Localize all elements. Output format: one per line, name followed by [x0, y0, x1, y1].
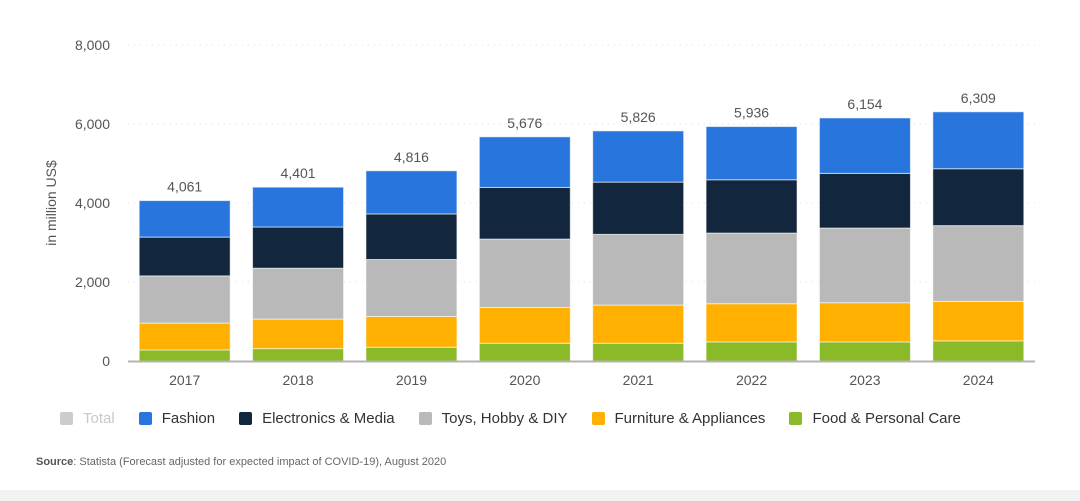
source-text: : Statista (Forecast adjusted for expect… — [73, 456, 447, 468]
legend-item-food-personal-care[interactable]: Food & Personal Care — [789, 410, 961, 427]
bar-segment-fashion — [592, 130, 685, 183]
bar-segment-food-personal-care — [365, 346, 458, 362]
legend-label: Total — [83, 410, 115, 427]
bar-segment-food-personal-care — [705, 341, 798, 362]
x-tick-label: 2019 — [396, 372, 427, 388]
total-label: 5,936 — [734, 105, 769, 121]
bar-segment-furniture-appliances — [705, 303, 798, 343]
total-label: 4,401 — [281, 165, 316, 181]
legend-item-total[interactable]: Total — [60, 410, 115, 427]
legend-item-furniture-appliances[interactable]: Furniture & Appliances — [591, 410, 766, 427]
y-tick-label: 2,000 — [75, 274, 110, 290]
bar-segment-toys-hobby-diy — [592, 233, 685, 306]
bar-segment-food-personal-care — [818, 341, 911, 362]
bar-segment-toys-hobby-diy — [932, 225, 1025, 302]
bar-segment-electronics-media — [932, 168, 1025, 227]
legend-swatch — [418, 412, 432, 425]
bar-segment-fashion — [705, 126, 798, 181]
legend-swatch — [789, 412, 803, 425]
total-label: 6,154 — [847, 96, 882, 112]
bar-segment-furniture-appliances — [252, 318, 345, 350]
bar-segment-toys-hobby-diy — [138, 275, 231, 324]
source-note: Source: Statista (Forecast adjusted for … — [36, 456, 446, 468]
bar-segment-food-personal-care — [478, 342, 571, 362]
total-label: 4,816 — [394, 149, 429, 165]
total-label: 4,061 — [167, 179, 202, 195]
x-tick-label: 2018 — [282, 372, 313, 388]
bar-segment-food-personal-care — [252, 348, 345, 362]
legend-item-fashion[interactable]: Fashion — [138, 410, 216, 427]
x-tick-label: 2024 — [963, 372, 994, 388]
y-tick-label: 4,000 — [75, 195, 110, 211]
legend-item-electronics-media[interactable]: Electronics & Media — [239, 410, 395, 427]
bar-segment-furniture-appliances — [138, 322, 231, 351]
x-tick-label: 2021 — [623, 372, 654, 388]
legend-swatch — [138, 412, 152, 425]
legend-label: Food & Personal Care — [812, 410, 961, 427]
y-tick-label: 8,000 — [75, 37, 110, 53]
legend-label: Furniture & Appliances — [614, 410, 766, 427]
legend-label: Toys, Hobby & DIY — [441, 410, 568, 427]
bar-segment-electronics-media — [705, 179, 798, 234]
x-tick-label: 2020 — [509, 372, 540, 388]
bar-segment-food-personal-care — [932, 340, 1025, 362]
bar-segment-toys-hobby-diy — [818, 227, 911, 304]
total-label: 5,676 — [507, 115, 542, 131]
bar-segment-electronics-media — [138, 236, 231, 277]
bar-segment-toys-hobby-diy — [478, 238, 571, 308]
bar-segment-fashion — [252, 186, 345, 228]
legend-swatch — [239, 412, 253, 425]
source-label: Source — [36, 456, 74, 468]
bar-segment-fashion — [138, 200, 231, 238]
bottom-strip — [0, 490, 1080, 501]
bar-segment-fashion — [478, 136, 571, 188]
bar-segment-toys-hobby-diy — [705, 232, 798, 305]
x-tick-label: 2017 — [169, 372, 200, 388]
bar-segment-fashion — [932, 111, 1025, 170]
bar-segment-fashion — [365, 170, 458, 215]
legend-item-toys-hobby-diy[interactable]: Toys, Hobby & DIY — [418, 410, 568, 427]
bar-segment-furniture-appliances — [365, 315, 458, 348]
bar-segment-electronics-media — [818, 172, 911, 229]
bar-segment-fashion — [818, 117, 911, 174]
y-axis-title: in million US$ — [43, 160, 59, 246]
bar-segment-food-personal-care — [592, 342, 685, 362]
bar-segment-furniture-appliances — [592, 304, 685, 344]
bar-segment-furniture-appliances — [932, 300, 1025, 342]
bar-segment-furniture-appliances — [478, 306, 571, 344]
bar-segment-toys-hobby-diy — [365, 258, 458, 317]
legend-label: Electronics & Media — [262, 410, 395, 427]
total-label: 6,309 — [961, 90, 996, 106]
y-tick-label: 0 — [102, 353, 110, 369]
legend: Total Fashion Electronics & Media Toys, Hob… — [60, 410, 985, 427]
total-label: 5,826 — [621, 109, 656, 125]
x-tick-label: 2023 — [849, 372, 880, 388]
bar-segment-electronics-media — [478, 186, 571, 240]
bar-segment-electronics-media — [592, 181, 685, 235]
legend-swatch — [591, 412, 605, 425]
legend-swatch — [60, 412, 73, 425]
bar-segment-food-personal-care — [138, 349, 231, 362]
bar-segment-electronics-media — [252, 226, 345, 269]
bar-segment-electronics-media — [365, 213, 458, 260]
bar-segment-toys-hobby-diy — [252, 267, 345, 320]
y-tick-label: 6,000 — [75, 116, 110, 132]
x-tick-label: 2022 — [736, 372, 767, 388]
legend-label: Fashion — [161, 410, 216, 427]
bar-segment-furniture-appliances — [818, 302, 911, 343]
